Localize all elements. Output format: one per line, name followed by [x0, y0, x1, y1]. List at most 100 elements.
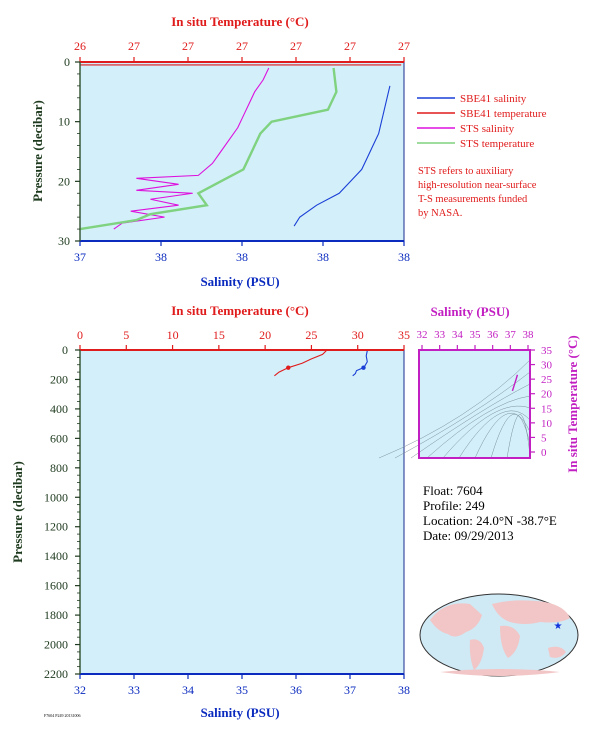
bottom-salinity-tick-label: 34 — [182, 683, 194, 697]
bottom-pressure-tick-label: 0 — [62, 343, 68, 357]
top-temperature-ticks: 26 27 27 27 27 27 27 — [74, 39, 410, 62]
series-line-sts-temperature — [79, 67, 338, 231]
land-australia — [548, 646, 566, 658]
ts-density-contours — [378, 359, 531, 459]
float-info: Float: 7604 Profile: 249 Location: 24.0°… — [423, 483, 557, 543]
bottom-plot-area — [80, 350, 404, 674]
top-plot-area — [80, 62, 404, 241]
bottom-pressure-tick-label: 800 — [50, 461, 68, 475]
bottom-pressure-tick-label: 600 — [50, 431, 68, 445]
top-series-group — [79, 64, 402, 231]
top-salinity-tick-label: 37 — [74, 250, 86, 264]
bottom-temperature-tick-label: 5 — [123, 328, 129, 342]
series-marker-sbe41-temperature — [286, 365, 291, 370]
ts-temperature-tick-label: 15 — [541, 403, 553, 415]
top-pressure-tick-label: 20 — [58, 174, 70, 188]
location-text: Location: 24.0°N -38.7°E — [423, 513, 557, 528]
land-africa — [500, 625, 520, 658]
series-line-sts-salinity — [113, 67, 270, 230]
top-pressure-ticks: 0 10 20 30 — [58, 55, 80, 248]
ts-temperature-tick-label: 10 — [541, 418, 553, 430]
top-salinity-axis-title: Salinity (PSU) — [200, 274, 279, 289]
top-salinity-ticks: 37 38 38 38 38 — [74, 241, 410, 264]
bottom-chart: In situ Temperature (°C) 0 5 10 15 20 25 30 35 … — [10, 303, 410, 720]
ts-diagram: Salinity (PSU) 32 33 34 35 36 37 38 35 30 25 20 15… — [378, 304, 580, 473]
date-text: Date: 09/29/2013 — [423, 528, 514, 543]
footer-code: F7604 P249 20131006 — [44, 713, 80, 718]
legend-label-sts-temperature: STS temperature — [460, 138, 534, 150]
legend-label-sbe-salinity: SBE41 salinity — [460, 93, 527, 105]
ts-salinity-tick-label: 38 — [523, 329, 535, 341]
ts-temperature-tick-label: 5 — [541, 432, 547, 444]
bottom-salinity-tick-label: 33 — [128, 683, 140, 697]
ts-temperature-tick-label: 30 — [541, 360, 553, 372]
ts-salinity-tick-label: 35 — [470, 329, 482, 341]
profile-text: Profile: 249 — [423, 498, 485, 513]
ts-density-contour — [458, 410, 531, 459]
bottom-pressure-tick-label: 200 — [50, 372, 68, 386]
top-legend: SBE41 salinity SBE41 temperature STS sal… — [417, 93, 547, 150]
bottom-temperature-tick-label: 35 — [398, 328, 410, 342]
bottom-pressure-tick-label: 400 — [50, 402, 68, 416]
series-marker-sbe41-salinity — [361, 365, 366, 370]
bottom-salinity-axis-title: Salinity (PSU) — [200, 705, 279, 720]
top-temperature-tick-label: 26 — [74, 39, 86, 53]
top-temperature-tick-label: 27 — [398, 39, 410, 53]
ts-temperature-tick-label: 20 — [541, 389, 553, 401]
ts-temperature-tick-label: 25 — [541, 374, 553, 386]
ts-density-contour — [506, 414, 531, 459]
land-eurasia — [492, 600, 570, 624]
sts-note-line-4: by NASA. — [418, 208, 462, 219]
bottom-pressure-tick-label: 1400 — [44, 549, 68, 563]
ts-salinity-tick-label: 32 — [417, 329, 428, 341]
top-pressure-tick-label: 10 — [58, 115, 70, 129]
ts-series-group — [511, 374, 519, 392]
sts-note-line-1: STS refers to auxiliary — [418, 166, 514, 177]
land-south-america — [469, 639, 484, 670]
ts-plot-area — [419, 350, 530, 458]
bottom-temperature-tick-label: 25 — [305, 328, 317, 342]
bottom-series-group — [274, 350, 368, 377]
ts-series-line — [511, 374, 519, 392]
bottom-pressure-tick-label: 1800 — [44, 608, 68, 622]
bottom-temperature-tick-label: 0 — [77, 328, 83, 342]
ts-salinity-tick-label: 33 — [434, 329, 446, 341]
bottom-salinity-tick-label: 32 — [74, 683, 86, 697]
ts-salinity-axis-title: Salinity (PSU) — [430, 304, 509, 319]
bottom-pressure-ticks: 0 200 400 600 800 1000 1200 1400 1600 1800 2000 220… — [44, 343, 80, 681]
ts-temperature-tick-label: 35 — [541, 345, 553, 357]
bottom-pressure-axis-title: Pressure (decibar) — [10, 461, 25, 563]
top-temperature-tick-label: 27 — [344, 39, 356, 53]
ts-density-contour — [394, 371, 531, 459]
bottom-salinity-ticks: 32 33 34 35 36 37 38 — [74, 674, 410, 697]
top-salinity-tick-label: 38 — [236, 250, 248, 264]
bottom-temperature-tick-label: 15 — [213, 328, 225, 342]
ts-salinity-ticks: 32 33 34 35 36 37 38 — [417, 329, 535, 350]
ts-density-contour — [442, 405, 531, 459]
top-temperature-tick-label: 27 — [128, 39, 140, 53]
bottom-salinity-tick-label: 36 — [290, 683, 302, 697]
bottom-pressure-tick-label: 2200 — [44, 667, 68, 681]
ts-salinity-tick-label: 34 — [452, 329, 464, 341]
top-temperature-tick-label: 27 — [182, 39, 194, 53]
float-id-text: Float: 7604 — [423, 483, 483, 498]
bottom-salinity-tick-label: 37 — [344, 683, 356, 697]
top-pressure-axis-title: Pressure (decibar) — [30, 100, 45, 202]
ts-density-contour — [378, 359, 531, 459]
float-location-marker: ★ — [554, 621, 563, 632]
ts-density-contour — [410, 383, 531, 459]
top-salinity-tick-label: 38 — [155, 250, 167, 264]
sts-note-line-2: high-resolution near-surface — [418, 180, 537, 191]
bottom-pressure-tick-label: 1200 — [44, 520, 68, 534]
ts-temperature-ticks: 35 30 25 20 15 10 5 0 — [530, 345, 553, 459]
bottom-temperature-tick-label: 30 — [352, 328, 364, 342]
ts-temperature-tick-label: 0 — [541, 447, 547, 459]
top-pressure-tick-label: 0 — [64, 55, 70, 69]
legend-label-sbe-temperature: SBE41 temperature — [460, 108, 547, 120]
sts-note: STS refers to auxiliary high-resolution … — [418, 166, 537, 219]
bottom-pressure-tick-label: 1000 — [44, 490, 68, 504]
bottom-salinity-tick-label: 38 — [398, 683, 410, 697]
ts-density-contour — [474, 412, 531, 459]
bottom-temperature-axis-title: In situ Temperature (°C) — [171, 303, 309, 318]
land-north-america — [430, 603, 482, 637]
